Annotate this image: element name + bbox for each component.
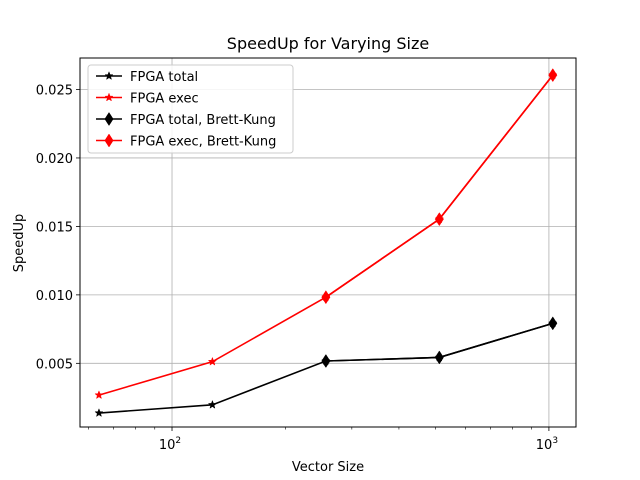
chart-title: SpeedUp for Varying Size xyxy=(227,34,429,53)
diamond-marker xyxy=(104,112,114,126)
series-3 xyxy=(321,316,558,368)
legend-item-4: FPGA exec, Brett-Kung xyxy=(96,133,276,150)
star-marker xyxy=(207,356,218,366)
x-tick-label: 102 xyxy=(159,436,181,453)
x-axis-label: Vector Size xyxy=(292,460,364,475)
y-tick-label: 0.015 xyxy=(36,220,73,235)
star-marker xyxy=(104,71,114,80)
legend: FPGA total FPGA exec FPGA total, Brett-Kun… xyxy=(87,64,294,154)
diamond-marker xyxy=(321,290,331,305)
series-layer xyxy=(94,68,558,418)
legend-label: FPGA total xyxy=(130,70,198,85)
star-marker xyxy=(94,390,104,400)
y-axis-label: SpeedUp xyxy=(12,214,27,273)
diamond-marker xyxy=(104,133,114,148)
y-tick-label: 0.010 xyxy=(36,289,73,304)
diamond-marker xyxy=(434,212,444,227)
y-tick-label: 0.005 xyxy=(36,357,73,372)
star-marker xyxy=(94,408,104,418)
x-tick-label: 103 xyxy=(536,436,558,453)
series-4 xyxy=(321,68,558,305)
plot-frame xyxy=(79,57,577,428)
diamond-marker xyxy=(434,350,444,365)
legend-label: FPGA exec, Brett-Kung xyxy=(130,135,276,150)
diamond-marker xyxy=(548,316,558,331)
y-tick-label: 0.020 xyxy=(36,152,73,167)
legend-box xyxy=(87,64,294,154)
y-tick-label: 0.025 xyxy=(36,83,73,98)
legend-item-3: FPGA total, Brett-Kung xyxy=(96,112,276,128)
legend-label: FPGA total, Brett-Kung xyxy=(130,113,276,128)
legend-item-2: FPGA exec xyxy=(96,92,199,107)
diamond-marker xyxy=(321,354,331,368)
legend-item-1: FPGA total xyxy=(96,70,198,85)
star-marker xyxy=(207,399,218,409)
axis-layer: 0.005 0.010 0.015 0.020 0.025 102 103 xyxy=(36,83,558,453)
legend-label: FPGA exec xyxy=(130,92,199,107)
star-marker xyxy=(104,92,114,102)
diamond-marker xyxy=(548,68,558,83)
